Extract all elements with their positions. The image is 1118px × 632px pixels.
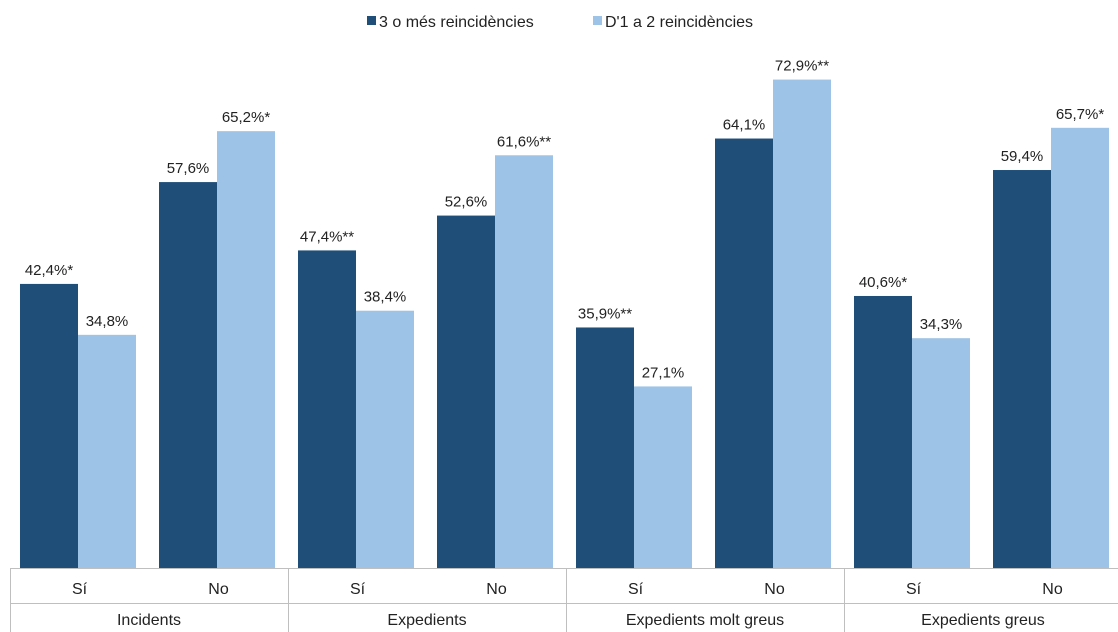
- data-label-series-1-cat-7: 40,6%*: [859, 274, 908, 291]
- category-label-5: Sí: [628, 581, 644, 598]
- legend-label-series-2: D'1 a 2 reincidències: [605, 14, 753, 31]
- data-label-series-2-cat-7: 34,3%: [920, 316, 963, 333]
- bar-series-1-cat-7: [854, 295, 912, 568]
- data-label-series-2-cat-5: 27,1%: [642, 364, 685, 381]
- data-label-series-1-cat-1: 42,4%*: [25, 262, 74, 279]
- legend-swatch-series-2: [593, 16, 602, 25]
- bar-series-1-cat-8: [993, 170, 1051, 568]
- data-label-series-1-cat-4: 52,6%: [445, 194, 488, 211]
- legend-label-series-1: 3 o més reincidències: [379, 14, 534, 31]
- data-label-series-2-cat-6: 72,9%**: [775, 58, 829, 75]
- bar-series-1-cat-3: [298, 250, 356, 569]
- data-label-series-2-cat-8: 65,7%*: [1056, 106, 1105, 123]
- data-label-series-2-cat-4: 61,6%**: [497, 133, 551, 150]
- group-label-4: Expedients greus: [921, 612, 1045, 629]
- group-label-3: Expedients molt greus: [626, 612, 784, 629]
- bar-series-2-cat-1: [78, 334, 136, 568]
- data-label-series-1-cat-6: 64,1%: [723, 117, 766, 134]
- value-labels: 42,4%* 34,8% 57,6% 65,2%* 47,4%** 38,4% 52,6% 6…: [25, 58, 1105, 382]
- data-label-series-1-cat-8: 59,4%: [1001, 148, 1044, 165]
- data-label-series-2-cat-1: 34,8%: [86, 313, 129, 330]
- data-label-series-2-cat-3: 38,4%: [364, 289, 407, 306]
- bar-series-2-cat-8: [1051, 127, 1109, 568]
- bar-series-1-cat-5: [576, 327, 634, 568]
- data-label-series-1-cat-2: 57,6%: [167, 160, 210, 177]
- legend: 3 o més reincidències D'1 a 2 reincidènc…: [367, 14, 753, 31]
- bar-series-1-cat-2: [159, 182, 217, 568]
- data-label-series-1-cat-3: 47,4%**: [300, 228, 354, 245]
- bar-series-1-cat-4: [437, 215, 495, 568]
- legend-swatch-series-1: [367, 16, 376, 25]
- category-label-1: Sí: [72, 581, 88, 598]
- data-label-series-1-cat-5: 35,9%**: [578, 305, 632, 322]
- group-label-1: Incidents: [117, 612, 181, 629]
- category-label-2: No: [208, 581, 229, 598]
- bar-series-1-cat-6: [715, 138, 773, 568]
- bar-series-2-cat-6: [773, 79, 831, 568]
- bar-series-2-cat-2: [217, 131, 275, 568]
- category-label-3: Sí: [350, 581, 366, 598]
- category-label-8: No: [1042, 581, 1063, 598]
- x-axis: Sí No Sí No Sí No Sí No Incidents Expedients Exped…: [10, 568, 1118, 632]
- data-label-series-2-cat-2: 65,2%*: [222, 109, 271, 126]
- category-label-4: No: [486, 581, 507, 598]
- bar-series-2-cat-5: [634, 386, 692, 568]
- category-label-7: Sí: [906, 581, 922, 598]
- category-label-6: No: [764, 581, 785, 598]
- bar-series-2-cat-3: [356, 310, 414, 568]
- bar-series-2-cat-7: [912, 338, 970, 568]
- group-label-2: Expedients: [387, 612, 466, 629]
- bar-series-1-cat-1: [20, 283, 78, 568]
- bar-series-2-cat-4: [495, 155, 553, 568]
- bars: [20, 79, 1109, 569]
